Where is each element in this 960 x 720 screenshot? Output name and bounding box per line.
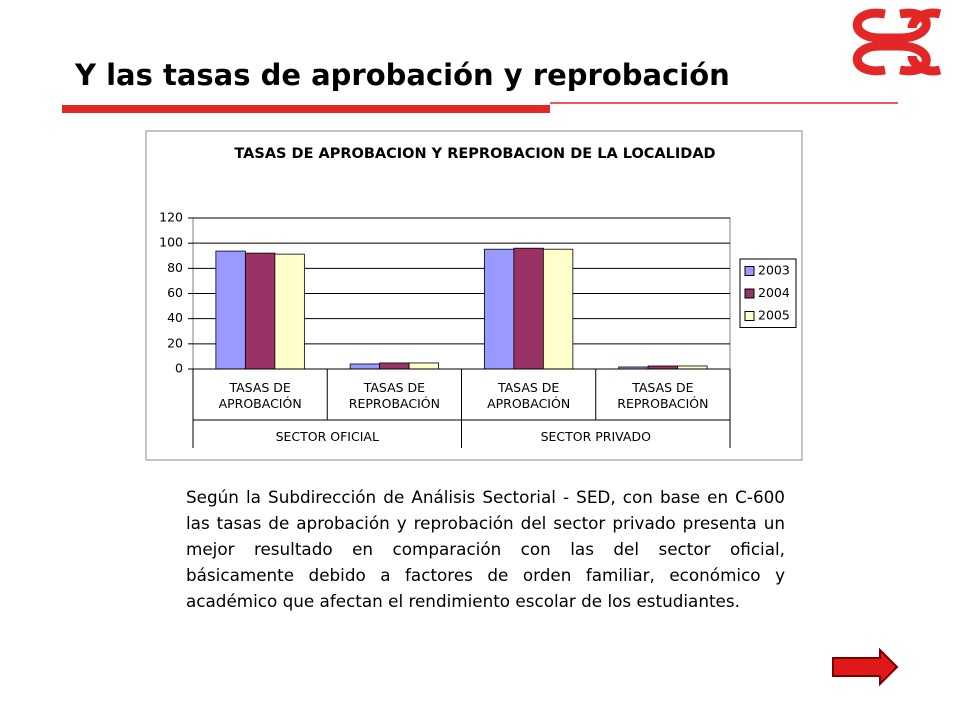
y-tick-label: 80 [167, 260, 183, 275]
bar [215, 250, 246, 370]
logo [852, 8, 942, 76]
bar [349, 363, 381, 370]
bar [542, 248, 574, 370]
y-tick-label: 100 [159, 235, 183, 250]
legend-label: 2003 [758, 263, 790, 278]
bar [408, 362, 440, 370]
y-tick-label: 40 [167, 310, 183, 325]
bar [513, 247, 544, 370]
legend-swatch [744, 288, 755, 299]
y-tick-label: 60 [167, 285, 183, 300]
x-tick-label: TASAS DE APROBACIÓN [487, 380, 571, 411]
slide-title: Y las tasas de aprobación y reprobación [75, 58, 730, 92]
group-label: SECTOR PRIVADO [540, 429, 651, 444]
legend-swatch [744, 266, 755, 276]
x-tick-label: TASAS DE APROBACIÓN [218, 380, 302, 411]
legend-swatch [744, 311, 755, 321]
bar [274, 253, 305, 370]
y-tick-label: 20 [167, 335, 183, 350]
y-tick-label: 120 [159, 210, 183, 225]
y-tick-label: 0 [175, 361, 183, 376]
x-tick-label: TASAS DE REPROBACIÓN [617, 380, 709, 411]
arrow [832, 647, 899, 687]
paragraph: Según la Subdirección de Análisis Sector… [186, 487, 785, 611]
chart-title: TASAS DE APROBACION Y REPROBACION DE LA … [234, 146, 716, 162]
title-bar [62, 105, 550, 113]
x-tick-label: TASAS DE REPROBACIÓN [348, 380, 440, 411]
bar [379, 362, 410, 370]
group-label: SECTOR OFICIAL [275, 429, 379, 444]
bar [244, 252, 276, 370]
bar [483, 248, 515, 370]
legend-label: 2004 [758, 285, 790, 300]
legend-label: 2005 [758, 308, 790, 323]
